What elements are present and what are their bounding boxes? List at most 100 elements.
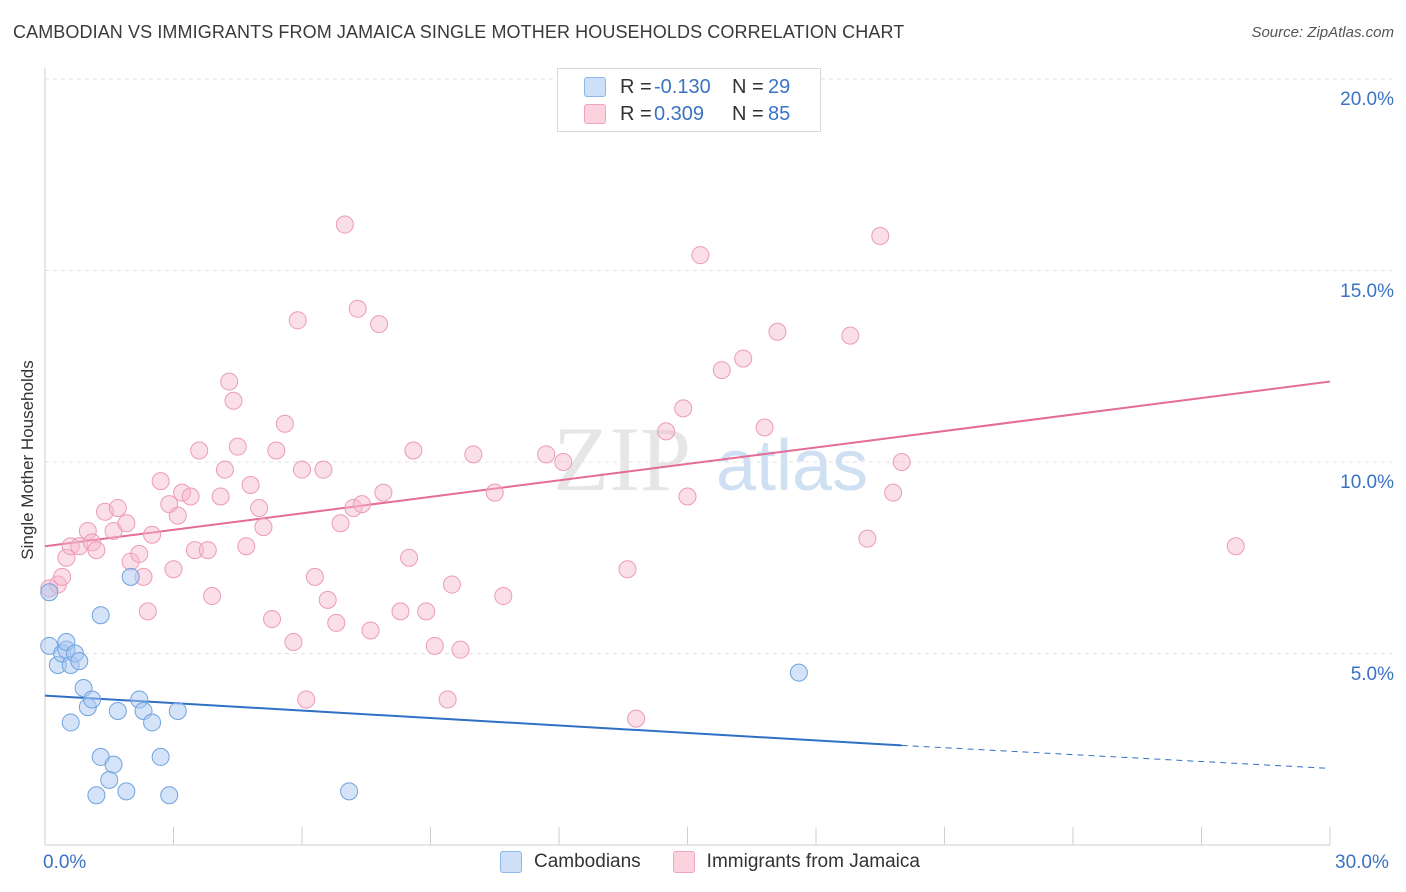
point-jamaica — [344, 498, 363, 517]
point-cambodians — [121, 567, 140, 586]
point-cambodians — [70, 652, 89, 671]
point-jamaica — [858, 529, 877, 548]
point-jamaica — [361, 621, 380, 640]
point-jamaica — [442, 575, 461, 594]
point-jamaica — [712, 361, 731, 380]
legend-n-label: N = — [732, 75, 764, 98]
point-jamaica — [250, 498, 269, 517]
point-jamaica — [297, 690, 316, 709]
y-tick-label: 10.0% — [1340, 472, 1394, 493]
point-cambodians — [91, 606, 110, 625]
watermark-atlas: atlas — [716, 426, 868, 506]
grid-lines — [45, 78, 1392, 654]
point-cambodians — [151, 747, 170, 766]
point-jamaica — [352, 495, 371, 514]
point-jamaica — [618, 560, 637, 579]
point-jamaica — [267, 441, 286, 460]
point-jamaica — [215, 460, 234, 479]
point-jamaica — [657, 422, 676, 441]
y-tick-label: 15.0% — [1340, 280, 1394, 302]
legend-n-value: 85 — [768, 102, 791, 125]
point-jamaica — [691, 246, 710, 265]
point-jamaica — [108, 498, 127, 517]
legend-label-cambodians: Cambodians — [534, 851, 641, 872]
x-tick-max: 30.0% — [1335, 852, 1389, 873]
data-points — [40, 215, 1245, 805]
point-jamaica — [237, 537, 256, 556]
point-jamaica — [1226, 537, 1245, 556]
point-jamaica — [211, 487, 230, 506]
point-jamaica — [370, 315, 389, 334]
point-cambodians — [87, 786, 106, 805]
point-jamaica — [348, 299, 367, 318]
point-jamaica — [203, 587, 222, 606]
watermark: ZIP atlas — [553, 408, 868, 510]
point-cambodians — [40, 583, 59, 602]
trend-line-jamaica — [44, 380, 1331, 548]
point-jamaica — [173, 483, 192, 502]
legend-swatch-jamaica — [672, 851, 695, 873]
x-tick-min: 0.0% — [43, 852, 87, 873]
point-jamaica — [331, 514, 350, 533]
point-jamaica — [425, 636, 444, 655]
series-legend: Cambodians Immigrants from Jamaica — [500, 851, 952, 873]
trend-line-cambodians — [44, 694, 902, 747]
point-jamaica — [87, 541, 106, 560]
point-jamaica — [537, 445, 556, 464]
point-jamaica — [190, 441, 209, 460]
legend-row-cambodians: R = -0.130 N = 29 — [584, 74, 790, 100]
stats-legend: R = -0.130 N = 29 R = 0.309 N = 85 — [557, 68, 821, 132]
y-tick-label: 5.0% — [1350, 663, 1394, 685]
point-jamaica — [164, 560, 183, 579]
point-jamaica — [181, 487, 200, 506]
y-tick-label: 20.0% — [1340, 89, 1394, 110]
point-jamaica — [53, 567, 72, 586]
point-jamaica — [768, 322, 787, 341]
point-cambodians — [789, 663, 808, 682]
point-jamaica — [374, 483, 393, 502]
point-jamaica — [417, 602, 436, 621]
point-cambodians — [61, 713, 80, 732]
legend-r-label: R = — [620, 102, 652, 125]
source-label: Source: ZipAtlas.com — [1251, 24, 1394, 41]
legend-swatch-cambodians — [584, 77, 606, 97]
point-jamaica — [284, 633, 303, 652]
point-jamaica — [143, 525, 162, 544]
point-jamaica — [198, 541, 217, 560]
point-cambodians — [108, 701, 127, 720]
point-jamaica — [288, 311, 307, 330]
point-jamaica — [391, 602, 410, 621]
point-jamaica — [305, 567, 324, 586]
point-jamaica — [755, 418, 774, 437]
point-jamaica — [228, 437, 247, 456]
point-jamaica — [871, 227, 890, 246]
point-jamaica — [674, 399, 693, 418]
point-jamaica — [841, 326, 860, 345]
legend-label-jamaica: Immigrants from Jamaica — [706, 851, 920, 872]
legend-row-jamaica: R = 0.309 N = 85 — [584, 101, 790, 127]
legend-n-label: N = — [732, 102, 764, 125]
point-jamaica — [451, 640, 470, 659]
trend-line-cambodians-extrapolated — [901, 744, 1331, 769]
point-jamaica — [734, 349, 753, 368]
point-jamaica — [494, 587, 513, 606]
point-cambodians — [168, 701, 187, 720]
point-cambodians — [83, 690, 102, 709]
point-jamaica — [404, 441, 423, 460]
point-cambodians — [340, 782, 359, 801]
point-cambodians — [160, 786, 179, 805]
point-jamaica — [293, 460, 311, 479]
watermark-zip: ZIP — [553, 408, 691, 510]
point-jamaica — [884, 483, 903, 502]
legend-item-jamaica[interactable]: Immigrants from Jamaica — [672, 851, 920, 873]
point-jamaica — [138, 602, 157, 621]
legend-item-cambodians[interactable]: Cambodians — [500, 851, 641, 873]
legend-r-label: R = — [620, 75, 652, 98]
point-jamaica — [485, 483, 504, 502]
legend-r-value: 0.309 — [654, 102, 705, 125]
point-jamaica — [327, 613, 346, 632]
point-jamaica — [335, 215, 354, 234]
point-jamaica — [554, 453, 573, 471]
point-jamaica — [224, 391, 243, 410]
